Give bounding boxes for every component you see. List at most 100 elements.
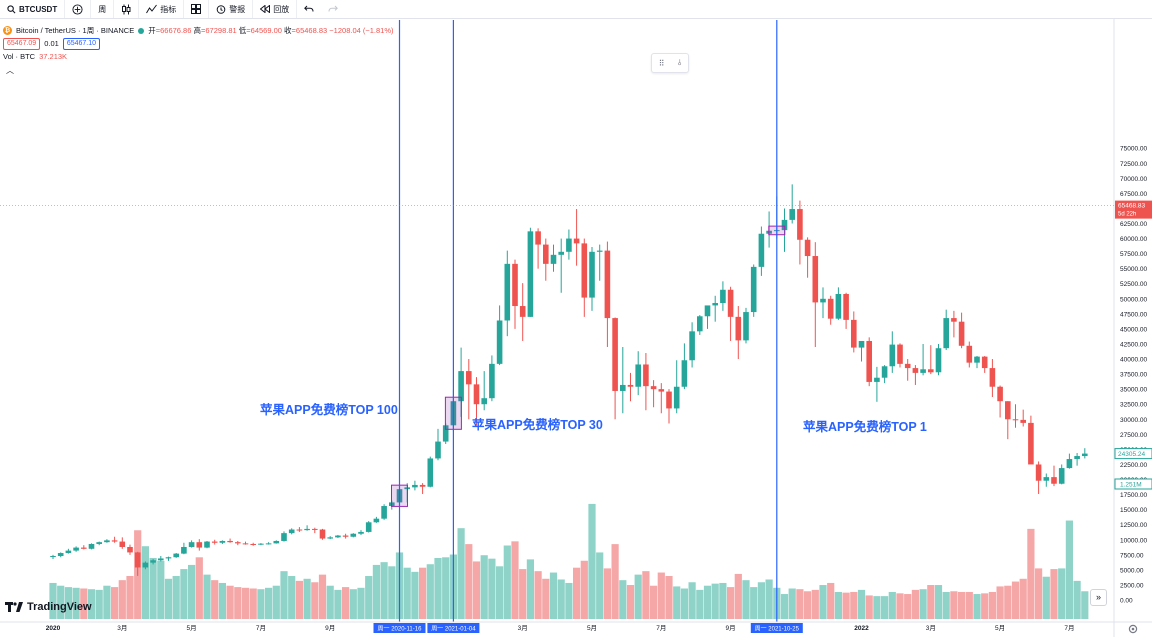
volume-bar xyxy=(819,585,827,619)
y-tick-label: 0.00 xyxy=(1120,598,1133,605)
alert-button[interactable]: 警报 xyxy=(209,0,254,18)
market-open-icon xyxy=(138,27,145,34)
candle-body xyxy=(596,250,603,252)
plus-circle-icon xyxy=(72,3,83,15)
volume-bar xyxy=(911,589,919,619)
chart-type-button[interactable] xyxy=(114,0,140,18)
candle-body xyxy=(858,340,865,348)
volume-bar xyxy=(857,589,866,619)
x-tick-label: 5月 xyxy=(187,624,197,632)
volume-bar xyxy=(419,567,427,619)
volume-bar xyxy=(234,587,242,619)
candle-body xyxy=(1058,468,1065,484)
volume-bar xyxy=(257,589,265,619)
volume-bar xyxy=(573,567,581,619)
indicators-button[interactable]: 指标 xyxy=(139,0,185,18)
candle-body xyxy=(874,377,880,382)
y-tick-label: 32500.00 xyxy=(1120,402,1147,409)
volume-bar xyxy=(218,582,226,619)
volume-bar xyxy=(927,585,935,619)
candle-body xyxy=(235,542,241,544)
candle-body xyxy=(650,386,657,390)
candle-body xyxy=(242,543,249,545)
undo-button[interactable] xyxy=(297,0,321,18)
alarm-clock-icon xyxy=(216,5,226,14)
volume-bar xyxy=(57,585,65,619)
compare-button[interactable] xyxy=(65,0,92,18)
volume-bar xyxy=(303,578,311,619)
floating-drawing-widget[interactable]: ⠿ ⫰ xyxy=(651,53,689,73)
candle-body xyxy=(365,522,372,532)
settings-gear-icon[interactable] xyxy=(1128,624,1138,634)
volume-bar xyxy=(388,566,396,619)
volume-bar xyxy=(765,579,773,619)
y-tick-label: 55000.00 xyxy=(1120,266,1147,273)
scroll-to-realtime-button[interactable]: » xyxy=(1090,589,1107,606)
volume-bar xyxy=(126,576,134,619)
collapse-legend-button[interactable]: ︿ xyxy=(3,66,17,76)
candle-body xyxy=(1028,422,1034,465)
volume-bar xyxy=(988,591,996,619)
y-tick-label: 57500.00 xyxy=(1120,251,1147,258)
volume-bar xyxy=(480,555,488,619)
annotation-top-1: 苹果APP免费榜TOP 1 xyxy=(803,420,927,434)
volume-bar xyxy=(164,578,173,619)
volume-bar xyxy=(534,571,542,619)
volume-bar xyxy=(634,574,642,619)
search-icon xyxy=(7,4,16,13)
volume-bar xyxy=(580,560,588,619)
candle-body xyxy=(81,547,87,549)
candle-body xyxy=(928,369,934,373)
buy-button[interactable]: 65467.10 xyxy=(62,37,101,50)
x-tick-label: 7月 xyxy=(256,624,266,632)
replay-button[interactable]: 回放 xyxy=(253,0,298,18)
candle-body xyxy=(812,256,819,303)
candle-body xyxy=(489,363,495,399)
candle-body xyxy=(273,540,280,544)
volume-bar xyxy=(149,557,157,619)
volume-bar xyxy=(904,594,912,619)
candle-body xyxy=(288,529,295,534)
volume-bar xyxy=(958,591,966,619)
layout-button[interactable] xyxy=(184,0,210,18)
candle-body xyxy=(1005,401,1011,420)
candles-icon xyxy=(122,4,131,14)
volume-bar xyxy=(981,593,989,619)
candle-body xyxy=(1082,453,1088,457)
volume-bar xyxy=(703,585,712,619)
volume-bar xyxy=(157,560,165,619)
drag-handle-icon[interactable]: ⠿ xyxy=(658,58,665,68)
volume-bar xyxy=(318,574,327,619)
volume-bar xyxy=(688,582,696,619)
candle-body xyxy=(758,233,765,267)
sell-button[interactable]: 65467.09 xyxy=(3,37,41,50)
candle-body xyxy=(1051,477,1057,484)
candle-body xyxy=(481,398,487,405)
volume-bar xyxy=(734,573,742,619)
candle-body xyxy=(658,389,665,392)
symbol-search[interactable]: BTCUSDT xyxy=(0,0,66,18)
volume-marker-label: 1.251M xyxy=(1120,482,1142,489)
volume-bar xyxy=(549,572,558,619)
candle-body xyxy=(265,543,272,545)
volume-bar xyxy=(457,528,465,619)
redo-button[interactable] xyxy=(321,0,345,18)
volume-bar xyxy=(95,589,103,619)
candle-body xyxy=(119,541,126,547)
candle-body xyxy=(720,289,726,304)
chevron-up-icon: ︿ xyxy=(6,66,14,75)
volume-bar xyxy=(72,587,80,619)
volume-bar xyxy=(1073,580,1081,619)
chart-legend: ₿ Bitcoin / TetherUS · 1周 · BINANCE 开=66… xyxy=(3,24,394,63)
candle-body xyxy=(435,441,441,459)
candle-style-icon[interactable]: ⫰ xyxy=(677,58,682,67)
volume-bar xyxy=(472,561,481,619)
candle-body xyxy=(881,366,888,378)
candle-body xyxy=(958,321,965,346)
interval-button[interactable]: 周 xyxy=(91,0,115,18)
y-tick-label: 17500.00 xyxy=(1120,492,1147,499)
undo-icon xyxy=(304,5,314,12)
x-tick-label: 2020 xyxy=(46,625,61,632)
candle-body xyxy=(381,506,387,519)
